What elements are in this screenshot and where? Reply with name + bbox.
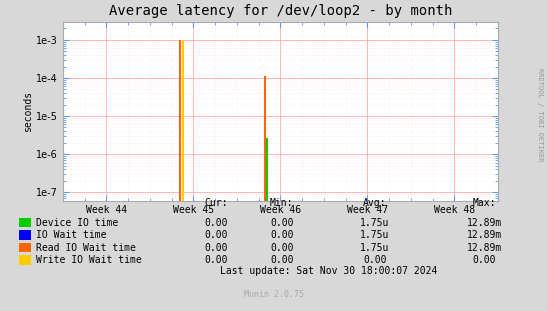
- Text: 0.00: 0.00: [270, 255, 293, 265]
- Text: RRDTOOL / TOBI OETIKER: RRDTOOL / TOBI OETIKER: [537, 68, 543, 162]
- Text: 12.89m: 12.89m: [467, 230, 502, 240]
- Y-axis label: seconds: seconds: [24, 91, 33, 132]
- Text: 0.00: 0.00: [473, 255, 496, 265]
- Text: 0.00: 0.00: [270, 218, 293, 228]
- Text: Max:: Max:: [473, 198, 496, 208]
- Text: 0.00: 0.00: [205, 230, 228, 240]
- Text: Last update: Sat Nov 30 18:00:07 2024: Last update: Sat Nov 30 18:00:07 2024: [219, 266, 437, 276]
- Text: Read IO Wait time: Read IO Wait time: [36, 243, 136, 253]
- Text: Cur:: Cur:: [205, 198, 228, 208]
- Text: 1.75u: 1.75u: [360, 230, 389, 240]
- Text: Min:: Min:: [270, 198, 293, 208]
- Text: 1.75u: 1.75u: [360, 243, 389, 253]
- Text: 0.00: 0.00: [205, 255, 228, 265]
- Text: IO Wait time: IO Wait time: [36, 230, 106, 240]
- Text: Write IO Wait time: Write IO Wait time: [36, 255, 141, 265]
- Title: Average latency for /dev/loop2 - by month: Average latency for /dev/loop2 - by mont…: [109, 4, 452, 18]
- Text: 0.00: 0.00: [270, 243, 293, 253]
- Text: Avg:: Avg:: [363, 198, 386, 208]
- Text: Munin 2.0.75: Munin 2.0.75: [243, 290, 304, 299]
- Text: 1.75u: 1.75u: [360, 218, 389, 228]
- Text: 0.00: 0.00: [363, 255, 386, 265]
- Text: 12.89m: 12.89m: [467, 218, 502, 228]
- Text: 0.00: 0.00: [205, 243, 228, 253]
- Text: 0.00: 0.00: [205, 218, 228, 228]
- Text: 0.00: 0.00: [270, 230, 293, 240]
- Text: 12.89m: 12.89m: [467, 243, 502, 253]
- Text: Device IO time: Device IO time: [36, 218, 118, 228]
